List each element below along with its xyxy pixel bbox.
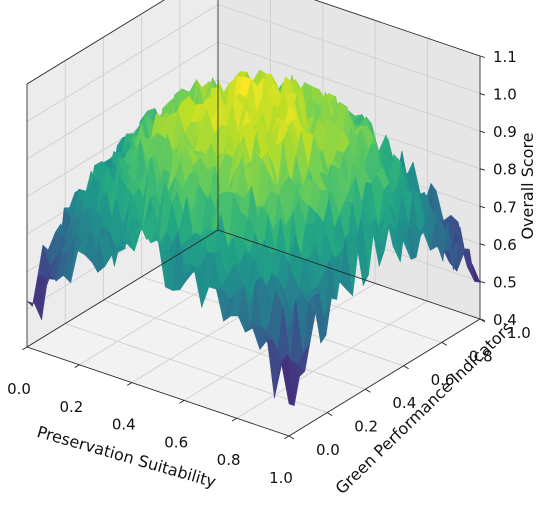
z-tick-mark-6: [479, 93, 486, 96]
y-tick-mark-3: [403, 365, 409, 370]
x-tick-mark-5: [284, 435, 290, 440]
y-tick-label-4: 0.8: [469, 347, 493, 365]
y-tick-mark-2: [365, 388, 371, 393]
x-tick-label-5: 1.0: [269, 469, 293, 487]
z-tick-mark-7: [479, 55, 486, 58]
y-tick-label-5: 1.0: [507, 324, 531, 342]
y-tick-mark-1: [326, 412, 333, 416]
x-tick-label-2: 0.4: [112, 416, 136, 434]
frame-edge-7: [313, 0, 481, 57]
y-tick-mark-0: [288, 435, 295, 440]
x-tick-mark-2: [126, 382, 133, 386]
z-tick-label-5: 0.9: [493, 123, 517, 141]
y-tick-label-2: 0.4: [392, 394, 416, 412]
z-axis-title: Overall Score: [518, 132, 537, 239]
x-tick-mark-1: [74, 364, 80, 368]
z-tick-label-2: 0.6: [493, 236, 517, 254]
y-tick-label-0: 0.0: [316, 441, 340, 459]
axis-ticks: 0.00.20.40.60.81.00.00.20.40.60.81.00.40…: [7, 48, 531, 487]
z-tick-mark-0: [479, 318, 486, 321]
surface-mesh: [26, 69, 481, 406]
z-tick-label-4: 0.8: [493, 161, 517, 179]
surface-facet-1295: [281, 354, 295, 406]
x-tick-label-4: 0.8: [217, 451, 241, 469]
y-tick-mark-4: [441, 342, 448, 346]
frame-edge-0: [26, 346, 290, 437]
x-tick-label-1: 0.2: [59, 398, 83, 416]
x-tick-mark-0: [22, 346, 28, 351]
z-tick-mark-1: [479, 280, 486, 284]
frame-edge-3: [217, 229, 481, 320]
frame-edge-8: [26, 0, 165, 85]
z-tick-label-3: 0.7: [493, 198, 517, 216]
z-tick-label-1: 0.5: [493, 273, 517, 291]
x-tick-mark-4: [231, 417, 237, 422]
frame-edge-2: [26, 229, 219, 348]
y-tick-label-1: 0.2: [354, 418, 378, 436]
y-tick-label-3: 0.6: [431, 371, 455, 389]
x-tick-label-0: 0.0: [7, 380, 31, 398]
z-tick-mark-2: [479, 243, 486, 246]
frame-edge-1: [288, 318, 481, 437]
x-tick-label-3: 0.6: [164, 433, 188, 451]
axes-frame: [26, 0, 481, 437]
z-tick-mark-3: [479, 205, 486, 209]
z-tick-label-7: 1.1: [493, 48, 517, 66]
x-tick-mark-3: [179, 400, 185, 404]
z-tick-mark-5: [479, 130, 486, 134]
z-tick-label-6: 1.0: [493, 86, 517, 104]
floor-pane: [27, 230, 480, 436]
z-tick-mark-4: [479, 168, 486, 171]
z-tick-label-0: 0.4: [493, 311, 517, 329]
